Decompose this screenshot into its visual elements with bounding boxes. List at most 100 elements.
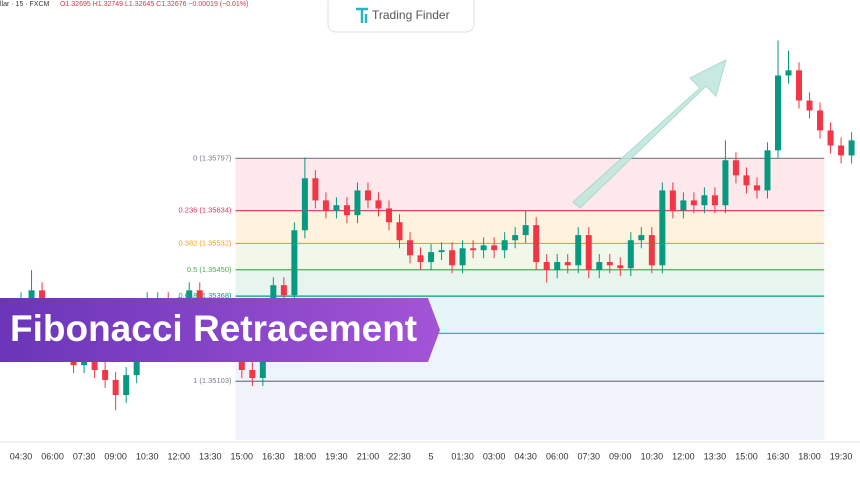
candle-body bbox=[385, 208, 392, 223]
candle-body bbox=[522, 225, 529, 236]
banner-title: Fibonacci Retracement bbox=[10, 308, 417, 349]
x-tick-label: 06:00 bbox=[546, 451, 569, 461]
candle-body bbox=[407, 240, 414, 256]
candle-body bbox=[785, 70, 792, 76]
x-tick-label: 07:30 bbox=[577, 451, 600, 461]
x-tick-label: 16:30 bbox=[262, 451, 285, 461]
candle-body bbox=[848, 140, 855, 156]
x-tick-label: 5 bbox=[429, 451, 434, 461]
candle-body bbox=[428, 252, 435, 263]
candle-body bbox=[596, 262, 603, 271]
candle-body bbox=[564, 262, 571, 266]
candle-body bbox=[817, 110, 824, 131]
candle-body bbox=[343, 205, 350, 216]
candle-body bbox=[585, 235, 592, 271]
candle-body bbox=[690, 200, 697, 206]
fib-label: 1 (1.35103) bbox=[193, 376, 232, 385]
logo-icon bbox=[356, 7, 368, 23]
candle-body bbox=[753, 185, 760, 191]
overlay: Fibonacci Retracement Trading Finder lla… bbox=[0, 0, 860, 461]
candle-body bbox=[512, 235, 519, 241]
x-tick-label: 03:00 bbox=[483, 451, 506, 461]
candle-body bbox=[354, 190, 361, 216]
ohlc-header: O1.32695 H1.32749 L1.32645 C1.32676 −0.0… bbox=[60, 1, 248, 8]
candle-body bbox=[249, 369, 256, 379]
candle-body bbox=[375, 200, 382, 209]
banner-shape bbox=[0, 298, 440, 362]
candle-body bbox=[102, 369, 109, 380]
candle-body bbox=[28, 290, 35, 301]
fib-band bbox=[235, 269, 825, 297]
x-tick-label: 18:00 bbox=[798, 451, 821, 461]
x-tick-label: 18:00 bbox=[294, 451, 317, 461]
candle-body bbox=[701, 195, 708, 206]
candle-body bbox=[627, 240, 634, 269]
x-tick-label: 09:00 bbox=[104, 451, 127, 461]
fib-label: 0.5 (1.35450) bbox=[187, 265, 232, 274]
x-tick-label: 01:30 bbox=[451, 451, 474, 461]
x-tick-label: 13:30 bbox=[704, 451, 727, 461]
candle-body bbox=[449, 250, 456, 266]
candle-body bbox=[533, 225, 540, 263]
candle-body bbox=[648, 235, 655, 266]
x-tick-label: 22:30 bbox=[388, 451, 411, 461]
candle-body bbox=[364, 190, 371, 201]
candle-body bbox=[743, 175, 750, 186]
candle-body bbox=[554, 262, 561, 271]
candle-body bbox=[806, 100, 813, 111]
candle-body bbox=[617, 265, 624, 269]
brand: Trading Finder bbox=[372, 8, 450, 22]
candle-body bbox=[301, 178, 308, 231]
candle-body bbox=[659, 190, 666, 266]
candle-body bbox=[312, 178, 319, 201]
fib-band bbox=[235, 243, 825, 270]
x-tick-label: 12:00 bbox=[672, 451, 695, 461]
x-tick-label: 13:30 bbox=[199, 451, 222, 461]
x-tick-label: 19:30 bbox=[830, 451, 853, 461]
candle-body bbox=[291, 230, 298, 296]
x-tick-label: 15:00 bbox=[231, 451, 254, 461]
candle-body bbox=[333, 205, 340, 211]
candle-body bbox=[459, 248, 466, 266]
candle-body bbox=[396, 222, 403, 241]
x-tick-label: 07:30 bbox=[73, 451, 96, 461]
x-tick-label: 04:30 bbox=[514, 451, 537, 461]
candle-body bbox=[438, 250, 445, 253]
candle-body bbox=[322, 200, 329, 211]
fib-label: 0.618 (1.35368) bbox=[179, 291, 232, 300]
fib-band bbox=[235, 381, 825, 440]
candle-body bbox=[606, 262, 613, 266]
candle-body bbox=[732, 160, 739, 176]
candle-body bbox=[501, 240, 508, 251]
candle-body bbox=[669, 190, 676, 211]
candle-body bbox=[491, 245, 498, 251]
candle-body bbox=[638, 235, 645, 241]
trend-arrow bbox=[572, 59, 727, 209]
symbol: llar · 15 · FXCM bbox=[0, 1, 50, 8]
x-tick-label: 15:00 bbox=[735, 451, 758, 461]
candle-body bbox=[112, 379, 119, 396]
candle-body bbox=[722, 160, 729, 206]
candle-body bbox=[575, 235, 582, 266]
candle-body bbox=[827, 130, 834, 146]
candle-body bbox=[280, 285, 287, 296]
candle-body bbox=[417, 255, 424, 263]
fib-band bbox=[235, 210, 825, 244]
candle-body bbox=[774, 75, 781, 151]
x-tick-label: 16:30 bbox=[767, 451, 790, 461]
x-tick-label: 12:00 bbox=[167, 451, 190, 461]
x-tick-label: 19:30 bbox=[325, 451, 348, 461]
candle-body bbox=[123, 375, 130, 396]
x-tick-label: 10:30 bbox=[136, 451, 159, 461]
candle-body bbox=[543, 262, 550, 271]
fib-label: 0 (1.35797) bbox=[193, 153, 232, 162]
candle-body bbox=[838, 145, 845, 156]
x-tick-label: 10:30 bbox=[641, 451, 664, 461]
x-tick-label: 06:00 bbox=[41, 451, 64, 461]
candle-body bbox=[186, 290, 193, 306]
x-tick-label: 21:00 bbox=[357, 451, 380, 461]
candle-body bbox=[470, 248, 477, 251]
x-tick-label: 09:00 bbox=[609, 451, 632, 461]
